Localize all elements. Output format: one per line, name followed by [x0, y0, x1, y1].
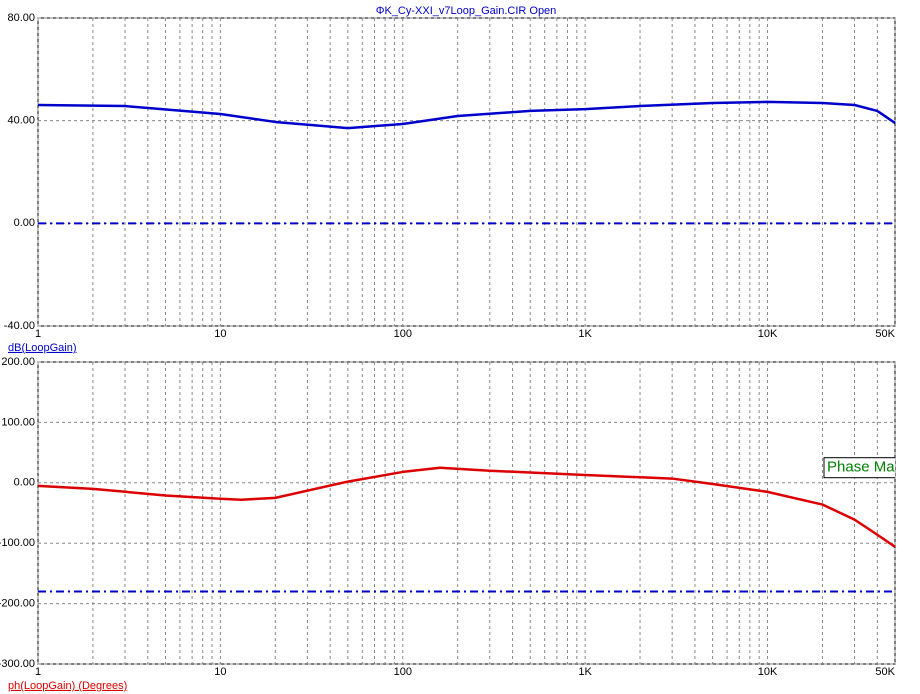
plot-area [37, 466, 896, 548]
y-tick-label: 0.00 [14, 477, 35, 489]
y-tick-label: 100.00 [1, 416, 35, 428]
y-tick-label: 40.00 [7, 115, 35, 127]
x-tick-label: 1 [35, 328, 41, 340]
series-line [37, 100, 896, 130]
x-tick-label: 100 [394, 666, 412, 678]
x-tick-label: 50K [875, 666, 895, 678]
y-tick-label: -300.00 [0, 658, 35, 670]
plot-frame [37, 361, 896, 665]
x-tick-label: 1K [578, 666, 592, 678]
x-tick-label: 10 [214, 666, 226, 678]
annotation: Phase Ma [827, 459, 895, 476]
y-tick-label: -200.00 [0, 598, 35, 610]
chart-title: ΦK_Cy-XXI_v7Loop_Gain.CIR Open [376, 5, 557, 17]
y-tick-label: 200.00 [1, 356, 35, 368]
series-label: dB(LoopGain) [8, 342, 77, 354]
series-label: ph(LoopGain) (Degrees) [8, 680, 127, 692]
x-tick-label: 10K [758, 666, 778, 678]
x-tick-label: 10 [214, 328, 226, 340]
y-tick-label: -40.00 [4, 320, 35, 332]
series-line [37, 466, 896, 548]
plot-frame [37, 17, 896, 327]
x-tick-label: 1 [35, 666, 41, 678]
x-tick-label: 10K [758, 328, 778, 340]
y-tick-label: -100.00 [0, 537, 35, 549]
plot-area [37, 100, 896, 130]
annotation-group: Phase Ma [823, 457, 895, 479]
annotation-box [823, 457, 895, 479]
y-tick-label: 80.00 [7, 12, 35, 24]
x-tick-label: 100 [394, 328, 412, 340]
x-tick-label: 50K [875, 328, 895, 340]
x-tick-label: 1K [578, 328, 592, 340]
y-tick-label: 0.00 [14, 217, 35, 229]
